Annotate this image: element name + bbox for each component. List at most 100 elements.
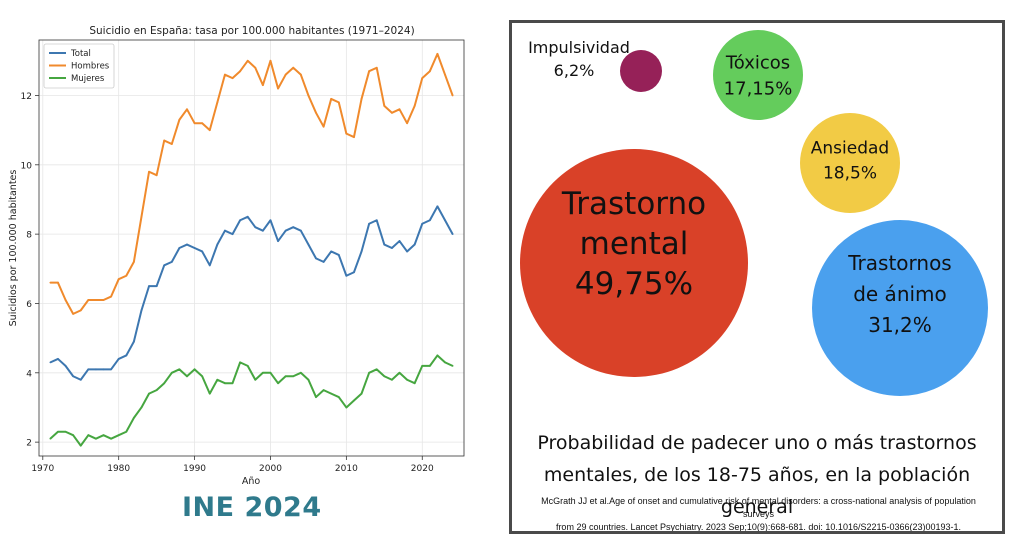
- data-point: [117, 358, 120, 360]
- data-point: [383, 104, 386, 107]
- data-point: [322, 125, 325, 128]
- data-point: [178, 118, 181, 121]
- bubble-label: Trastorno: [561, 186, 706, 222]
- data-point: [170, 143, 173, 145]
- data-point: [277, 382, 279, 385]
- data-point: [299, 229, 302, 232]
- data-point: [436, 354, 439, 357]
- data-point: [72, 312, 75, 315]
- data-point: [178, 368, 181, 371]
- data-point: [299, 371, 302, 374]
- data-point: [398, 240, 401, 242]
- data-point: [315, 257, 317, 260]
- data-point: [451, 94, 454, 97]
- data-point: [375, 368, 378, 371]
- x-tick-label: 1990: [183, 464, 206, 474]
- data-point: [368, 70, 371, 73]
- y-tick-label: 6: [26, 300, 32, 310]
- data-point: [193, 122, 196, 125]
- series-line: [50, 52, 454, 315]
- bubble-label: 31,2%: [868, 313, 932, 337]
- data-point: [178, 247, 181, 249]
- data-point: [406, 122, 408, 125]
- bubble-circle: [620, 50, 662, 92]
- data-point: [307, 378, 310, 381]
- data-point: [163, 139, 166, 142]
- data-point: [79, 378, 82, 381]
- data-point: [406, 250, 408, 253]
- data-point: [140, 309, 143, 312]
- data-point: [360, 392, 363, 395]
- legend-label: Hombres: [71, 62, 110, 72]
- data-point: [186, 375, 188, 378]
- data-point: [201, 375, 204, 378]
- data-point: [246, 59, 249, 62]
- data-point: [87, 434, 90, 437]
- data-point: [224, 382, 226, 385]
- data-point: [383, 243, 386, 246]
- data-point: [132, 340, 135, 343]
- data-point: [254, 378, 257, 381]
- data-point: [49, 281, 52, 284]
- data-point: [231, 77, 234, 80]
- series-total: [49, 205, 454, 381]
- data-point: [261, 84, 264, 86]
- data-point: [436, 205, 439, 208]
- caption-line-1: Probabilidad de padecer uno o más trasto…: [537, 432, 977, 454]
- data-point: [421, 77, 424, 80]
- data-point: [239, 219, 242, 222]
- data-point: [148, 392, 150, 395]
- series-line: [49, 205, 454, 381]
- data-point: [216, 101, 219, 104]
- data-point: [375, 219, 378, 222]
- data-point: [398, 371, 401, 374]
- data-point: [406, 378, 408, 381]
- y-tick-label: 12: [21, 92, 32, 102]
- bubble-label: 49,75%: [575, 266, 693, 302]
- data-point: [193, 247, 196, 249]
- data-point: [413, 243, 416, 246]
- data-point: [193, 368, 196, 371]
- data-point: [110, 437, 112, 440]
- infographic-panel: Trastorno mental 49,75% Trastornos de ánimo 3…: [509, 20, 1005, 534]
- chart-legend: Total Hombres Mujeres: [43, 43, 115, 89]
- data-point: [132, 416, 135, 419]
- data-point: [125, 430, 128, 433]
- data-point: [186, 108, 188, 111]
- data-point: [110, 295, 112, 298]
- data-point: [421, 364, 424, 367]
- bubble-label: de ánimo: [853, 282, 947, 306]
- bubble-label: Impulsividad: [528, 38, 630, 57]
- data-point: [322, 260, 325, 263]
- data-point: [95, 299, 97, 301]
- data-point: [299, 73, 302, 76]
- data-point: [155, 285, 158, 288]
- bubble-label: Trastornos: [847, 251, 951, 275]
- data-point: [64, 299, 67, 301]
- data-point: [117, 434, 120, 437]
- data-point: [277, 87, 279, 90]
- plot-area-frame: [38, 39, 465, 457]
- data-point: [284, 229, 287, 232]
- data-point: [391, 111, 393, 114]
- data-point: [148, 170, 150, 173]
- series-line: [49, 354, 454, 447]
- y-tick-label: 4: [26, 369, 32, 379]
- bubble-label: 18,5%: [823, 164, 877, 184]
- data-point: [231, 382, 234, 385]
- data-point: [444, 361, 446, 364]
- data-point: [413, 104, 416, 107]
- citation: McGrath JJ et al.Age of onset and cumula…: [526, 495, 991, 531]
- data-point: [95, 437, 97, 440]
- bubble-2: Ansiedad 18,5%: [800, 113, 900, 213]
- x-axis-ticks: 1970 1980 1990 2000 2010 2020: [31, 456, 434, 474]
- data-point: [360, 98, 363, 100]
- legend-label: Total: [70, 49, 91, 59]
- bubble-label: Tóxicos: [725, 52, 790, 73]
- data-point: [292, 375, 295, 378]
- bubble-chart: Trastorno mental 49,75% Trastornos de ánimo 3…: [520, 30, 988, 396]
- data-point: [307, 243, 310, 246]
- data-point: [72, 434, 75, 437]
- source-tag: INE 2024: [182, 492, 322, 523]
- data-point: [368, 222, 371, 225]
